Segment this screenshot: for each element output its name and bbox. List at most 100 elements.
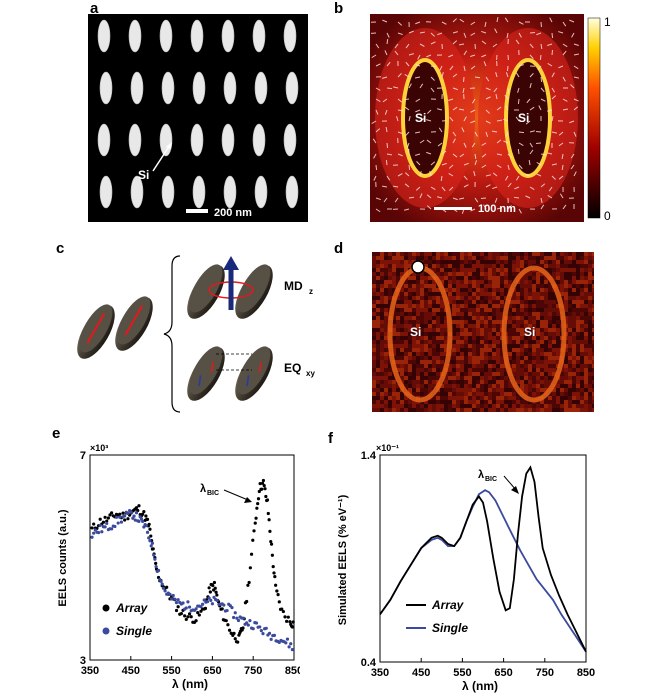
data-point-array xyxy=(256,501,260,506)
map-pixel xyxy=(568,308,572,312)
field-arrow xyxy=(558,131,564,136)
data-point-array xyxy=(273,574,277,579)
map-pixel xyxy=(592,376,594,380)
map-pixel xyxy=(408,352,412,356)
field-arrow xyxy=(496,164,502,169)
map-pixel xyxy=(580,368,584,372)
map-pixel xyxy=(444,264,448,268)
map-pixel xyxy=(436,272,440,276)
field-arrow xyxy=(573,65,579,70)
map-pixel xyxy=(532,320,536,324)
map-pixel xyxy=(440,404,444,408)
map-pixel xyxy=(544,380,548,384)
map-pixel xyxy=(456,364,460,368)
nanoparticle xyxy=(97,123,111,157)
map-pixel xyxy=(480,344,484,348)
map-pixel xyxy=(488,312,492,316)
map-pixel xyxy=(560,252,564,256)
nanoparticle xyxy=(190,19,204,53)
map-pixel xyxy=(392,344,396,348)
data-point-array xyxy=(256,497,261,501)
map-pixel xyxy=(480,268,484,272)
map-pixel xyxy=(500,292,504,296)
map-pixel xyxy=(392,268,396,272)
map-pixel xyxy=(436,264,440,268)
map-pixel xyxy=(372,268,376,272)
map-pixel xyxy=(396,328,400,332)
field-arrow xyxy=(506,32,509,39)
map-pixel xyxy=(592,328,594,332)
map-pixel xyxy=(452,352,456,356)
map-pixel xyxy=(552,348,556,352)
map-pixel xyxy=(476,284,480,288)
map-pixel xyxy=(576,260,580,264)
map-pixel xyxy=(568,388,572,392)
map-pixel xyxy=(444,348,448,352)
map-pixel xyxy=(540,400,544,404)
map-pixel xyxy=(500,396,504,400)
map-pixel xyxy=(464,308,468,312)
map-pixel xyxy=(452,284,456,288)
data-point-single xyxy=(215,598,219,603)
map-pixel xyxy=(420,332,424,336)
field-arrow xyxy=(496,119,503,122)
map-pixel xyxy=(416,312,420,316)
map-pixel xyxy=(372,272,376,276)
map-pixel xyxy=(588,268,592,272)
data-point-array xyxy=(275,589,279,593)
map-pixel xyxy=(580,380,584,384)
field-arrow xyxy=(404,106,410,111)
map-pixel xyxy=(464,372,468,376)
map-pixel xyxy=(508,384,512,388)
map-pixel xyxy=(540,360,544,364)
map-pixel xyxy=(484,304,488,308)
field-arrow xyxy=(470,65,476,70)
field-arrow xyxy=(540,43,543,50)
map-pixel xyxy=(560,264,564,268)
field-arrow xyxy=(514,186,520,190)
map-pixel xyxy=(576,368,580,372)
map-pixel xyxy=(496,292,500,296)
data-point-array xyxy=(118,512,122,516)
field-arrow xyxy=(396,116,399,122)
map-pixel xyxy=(556,256,560,260)
map-pixel xyxy=(524,372,528,376)
map-pixel xyxy=(512,392,516,396)
map-pixel xyxy=(372,344,376,348)
map-pixel xyxy=(552,396,556,400)
map-pixel xyxy=(592,300,594,304)
field-arrow xyxy=(448,98,454,101)
map-pixel xyxy=(572,372,576,376)
map-pixel xyxy=(384,300,388,304)
map-pixel xyxy=(572,380,576,384)
map-pixel xyxy=(476,400,480,404)
x-tick-label: 750 xyxy=(536,667,554,679)
field-arrow xyxy=(470,208,476,212)
map-pixel xyxy=(528,404,532,408)
map-pixel xyxy=(552,364,556,368)
map-pixel xyxy=(496,320,500,324)
map-pixel xyxy=(400,392,404,396)
map-pixel xyxy=(568,288,572,292)
map-pixel xyxy=(520,288,524,292)
map-pixel xyxy=(428,308,432,312)
chart-f-xlabel: λ (nm) xyxy=(462,679,498,693)
nanoparticle xyxy=(161,175,175,209)
eels-map: Si Si xyxy=(372,252,594,412)
map-pixel xyxy=(532,404,536,408)
data-point-single xyxy=(156,568,161,573)
map-pixel xyxy=(508,392,512,396)
map-pixel xyxy=(468,332,472,336)
map-pixel xyxy=(544,340,548,344)
map-pixel xyxy=(484,352,488,356)
map-pixel xyxy=(536,280,540,284)
map-pixel xyxy=(588,300,592,304)
map-pixel xyxy=(416,296,420,300)
map-pixel xyxy=(416,308,420,312)
map-pixel xyxy=(572,308,576,312)
map-pixel xyxy=(524,300,528,304)
map-pixel xyxy=(420,304,424,308)
map-pixel xyxy=(416,380,420,384)
map-pixel xyxy=(408,320,412,324)
map-pixel xyxy=(496,268,500,272)
